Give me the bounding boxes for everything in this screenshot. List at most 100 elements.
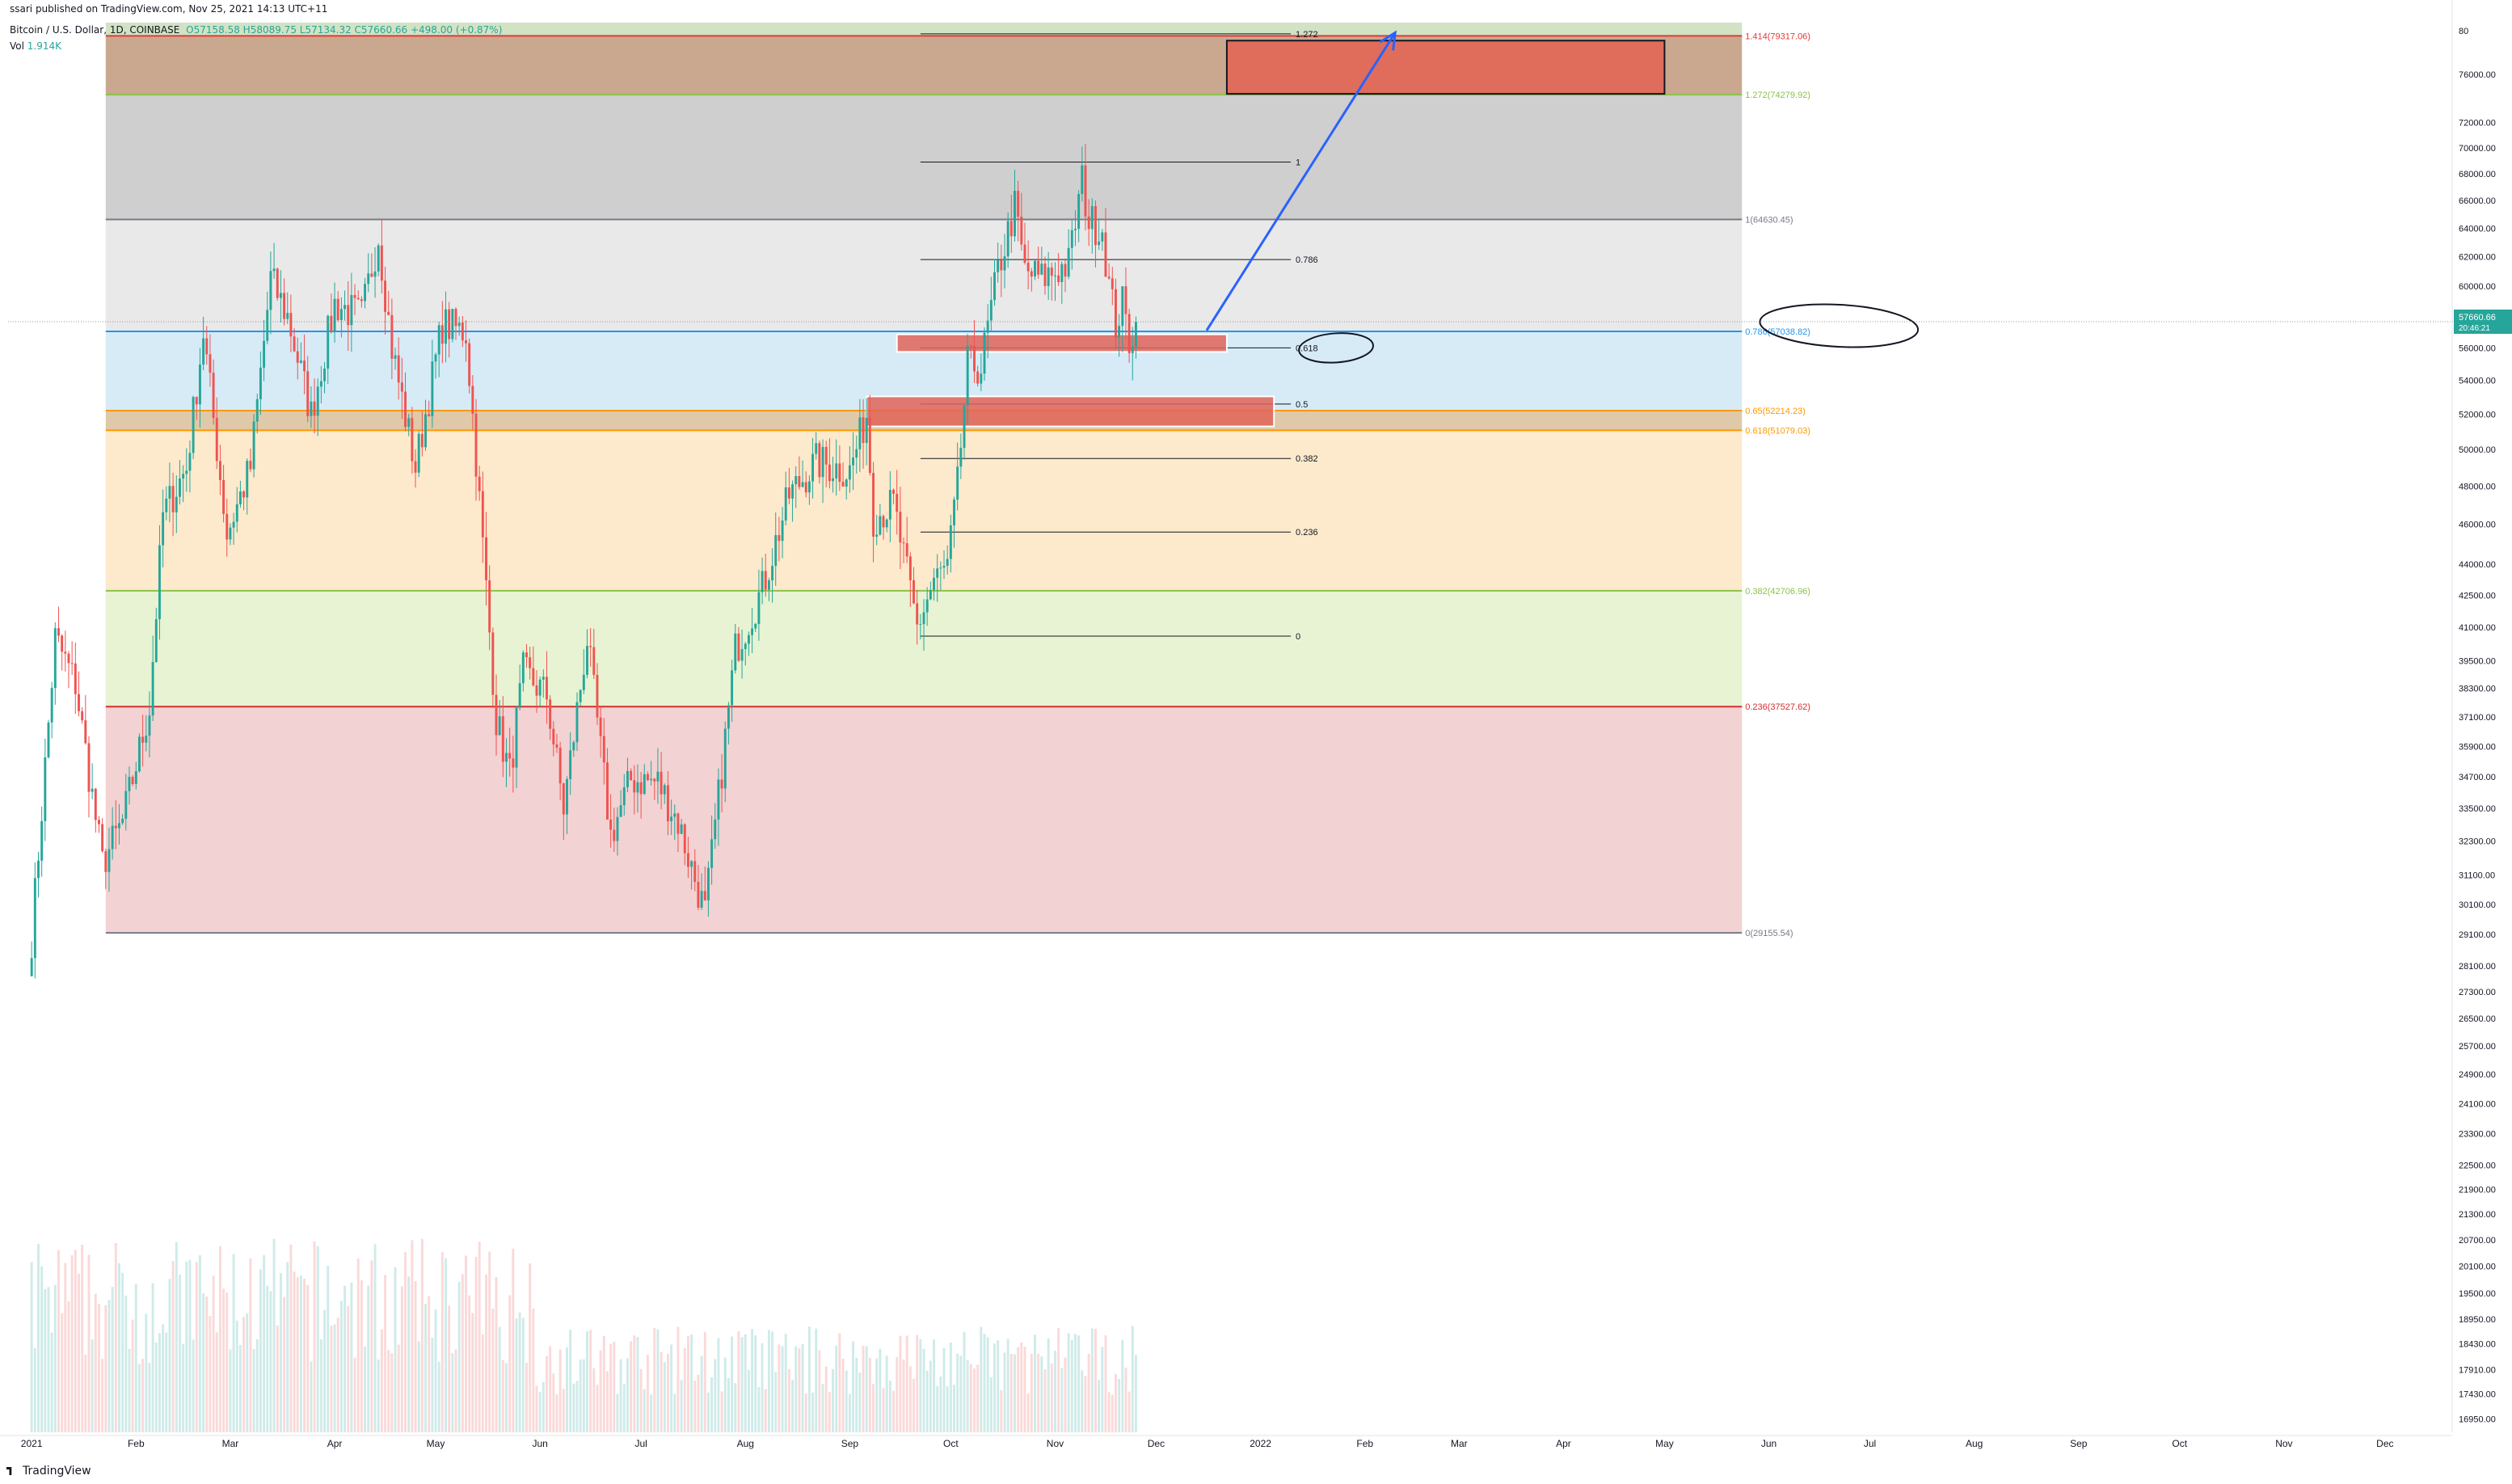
candle-body: [986, 320, 989, 333]
candle-body: [259, 367, 262, 399]
candle-body: [680, 824, 683, 834]
volume-bar: [101, 1359, 104, 1432]
candle-body: [377, 245, 380, 272]
candle-body: [821, 446, 824, 478]
candle-body: [306, 371, 310, 416]
price-tick-label: 29100.00: [2459, 930, 2496, 940]
candle-body: [546, 677, 548, 700]
volume-bar: [757, 1387, 761, 1432]
candle-body: [976, 371, 980, 384]
candle-body: [549, 699, 552, 729]
volume-bar: [606, 1371, 609, 1432]
volume-bar: [959, 1355, 963, 1432]
volume-bar: [1067, 1333, 1070, 1432]
price-tick-label: 17910.00: [2459, 1365, 2496, 1375]
volume-bar: [263, 1254, 266, 1432]
publisher-caption: ssari published on TradingView.com, Nov …: [10, 3, 328, 15]
volume-value: 1.914K: [27, 40, 62, 52]
candle-body: [1064, 263, 1067, 277]
candle-body: [663, 785, 666, 795]
volume-bar: [666, 1353, 669, 1432]
candle: [259, 351, 262, 415]
candle-body: [1000, 259, 1003, 271]
time-tick-may: May: [427, 1438, 445, 1449]
candle: [30, 941, 33, 977]
candle-body: [1111, 278, 1114, 289]
volume-bar: [461, 1274, 464, 1432]
volume-bar: [145, 1313, 148, 1432]
candle: [195, 396, 198, 420]
candle-body: [953, 500, 955, 525]
volume-bar: [431, 1338, 434, 1432]
candle: [53, 622, 57, 705]
candle: [431, 339, 434, 428]
volume-bar: [188, 1259, 192, 1432]
candle: [316, 378, 319, 436]
candle: [333, 282, 336, 343]
candle: [791, 480, 794, 522]
candle: [818, 441, 821, 484]
candle-body: [50, 688, 53, 723]
candle-body: [339, 309, 343, 321]
volume-bar: [299, 1275, 302, 1432]
price-tick-label: 16950.00: [2459, 1415, 2496, 1425]
price-tick-label: 21300.00: [2459, 1210, 2496, 1220]
fib-ext-label-0.5: 0.5: [1296, 400, 1308, 410]
candle: [956, 442, 959, 511]
candle-body: [350, 294, 353, 326]
candle: [865, 398, 868, 466]
volume-bar: [215, 1332, 218, 1432]
candle: [723, 721, 727, 803]
candle: [400, 357, 403, 419]
candle: [622, 774, 626, 816]
volume-bar: [370, 1260, 373, 1432]
volume-bar: [434, 1309, 437, 1432]
price-tick-label: 18430.00: [2459, 1340, 2496, 1350]
candle-body: [114, 825, 117, 828]
candle-body: [84, 720, 87, 744]
price-tick-label: 70000.00: [2459, 144, 2496, 154]
candle-body: [151, 661, 154, 716]
volume-bar: [706, 1392, 710, 1432]
candle-body: [650, 778, 653, 781]
volume-bar: [306, 1284, 310, 1432]
volume-bar: [633, 1335, 636, 1432]
candle: [1023, 222, 1026, 265]
volume-bar: [566, 1347, 568, 1432]
volume-bar: [1104, 1334, 1107, 1432]
candle-body: [1017, 191, 1020, 217]
volume-bar: [266, 1285, 269, 1432]
candle: [902, 537, 905, 563]
candle: [801, 460, 804, 487]
candle-body: [949, 525, 952, 559]
volume-bar: [933, 1339, 935, 1432]
price-tick-label: 62000.00: [2459, 253, 2496, 263]
candle-body: [137, 736, 141, 772]
volume-bar: [387, 1350, 390, 1432]
volume-bar: [754, 1335, 757, 1432]
candle-body: [1118, 326, 1121, 338]
candle: [751, 608, 754, 653]
candle-body: [235, 504, 238, 522]
candle-body: [81, 710, 84, 721]
candle-body: [182, 474, 185, 479]
volume-bar: [1037, 1353, 1040, 1432]
candle-body: [87, 743, 91, 792]
candle-body: [1040, 263, 1043, 275]
volume-bar: [529, 1263, 532, 1432]
price-tick-label: 33500.00: [2459, 804, 2496, 814]
volume-bar: [508, 1295, 512, 1432]
candle-body: [225, 513, 229, 540]
candle-body: [428, 414, 431, 416]
volume-bar: [660, 1351, 663, 1432]
volume-bar: [1118, 1379, 1121, 1432]
candle: [606, 748, 609, 820]
candle-body: [384, 280, 386, 312]
price-tick-label: 66000.00: [2459, 196, 2496, 206]
candle-body: [602, 736, 605, 763]
time-tick-jun: Jun: [1761, 1438, 1777, 1449]
candle: [1006, 212, 1009, 268]
time-tick-sep: Sep: [2070, 1438, 2088, 1449]
candle: [986, 304, 989, 359]
